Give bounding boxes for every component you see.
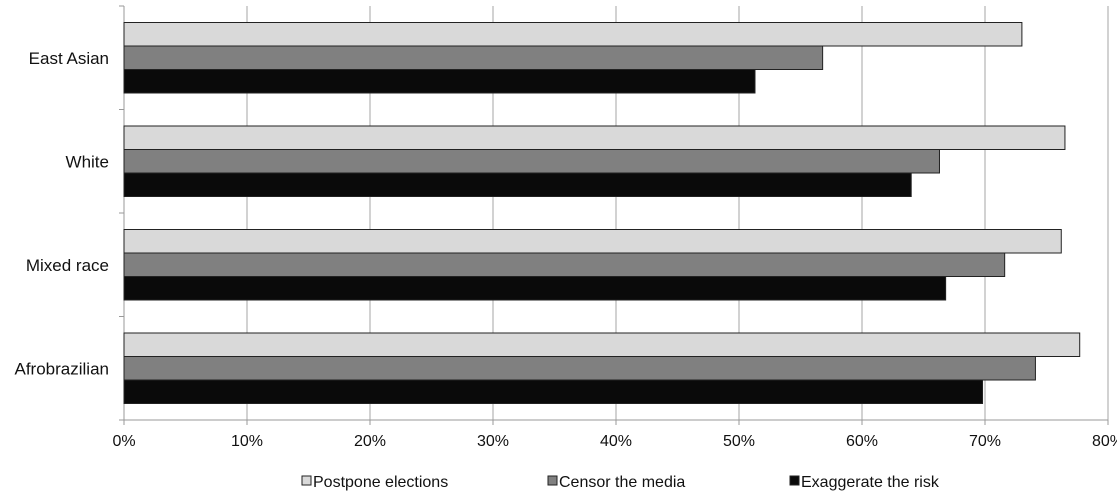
category-label: Mixed race <box>26 256 109 275</box>
bar <box>123 276 947 301</box>
bar <box>123 332 1081 357</box>
bar <box>123 69 756 94</box>
category-label: Afrobrazilian <box>15 359 110 378</box>
bars <box>123 22 1081 404</box>
category-labels: East Asian White Mixed race Afrobrazilian <box>15 49 110 379</box>
legend: Postpone elections Censor the media Exagge… <box>301 474 940 491</box>
x-tick-labels: 0% 10% 20% 30% 40% 50% 60% 70% 80% <box>112 433 1117 450</box>
legend-swatch <box>789 475 800 486</box>
bar <box>123 45 824 70</box>
x-tick-label: 60% <box>846 433 878 450</box>
bar <box>123 172 912 197</box>
bar <box>123 229 1062 254</box>
category-label: White <box>66 152 109 171</box>
bar <box>123 125 1066 150</box>
legend-swatch <box>547 475 558 486</box>
x-tick-label: 10% <box>231 433 263 450</box>
x-tick-label: 40% <box>600 433 632 450</box>
category-label: East Asian <box>29 49 109 68</box>
x-tick-label: 20% <box>354 433 386 450</box>
legend-label: Postpone elections <box>313 474 448 491</box>
legend-label: Censor the media <box>559 474 685 491</box>
x-tick-label: 80% <box>1092 433 1117 450</box>
x-tick-label: 70% <box>969 433 1001 450</box>
bar <box>123 356 1036 381</box>
legend-label: Exaggerate the risk <box>801 474 940 491</box>
bar <box>123 379 984 404</box>
legend-swatch <box>301 475 312 486</box>
bar <box>123 149 940 174</box>
x-tick-label: 0% <box>112 433 135 450</box>
x-tick-label: 30% <box>477 433 509 450</box>
bar <box>123 252 1006 277</box>
bar <box>123 22 1023 47</box>
x-tick-label: 50% <box>723 433 755 450</box>
